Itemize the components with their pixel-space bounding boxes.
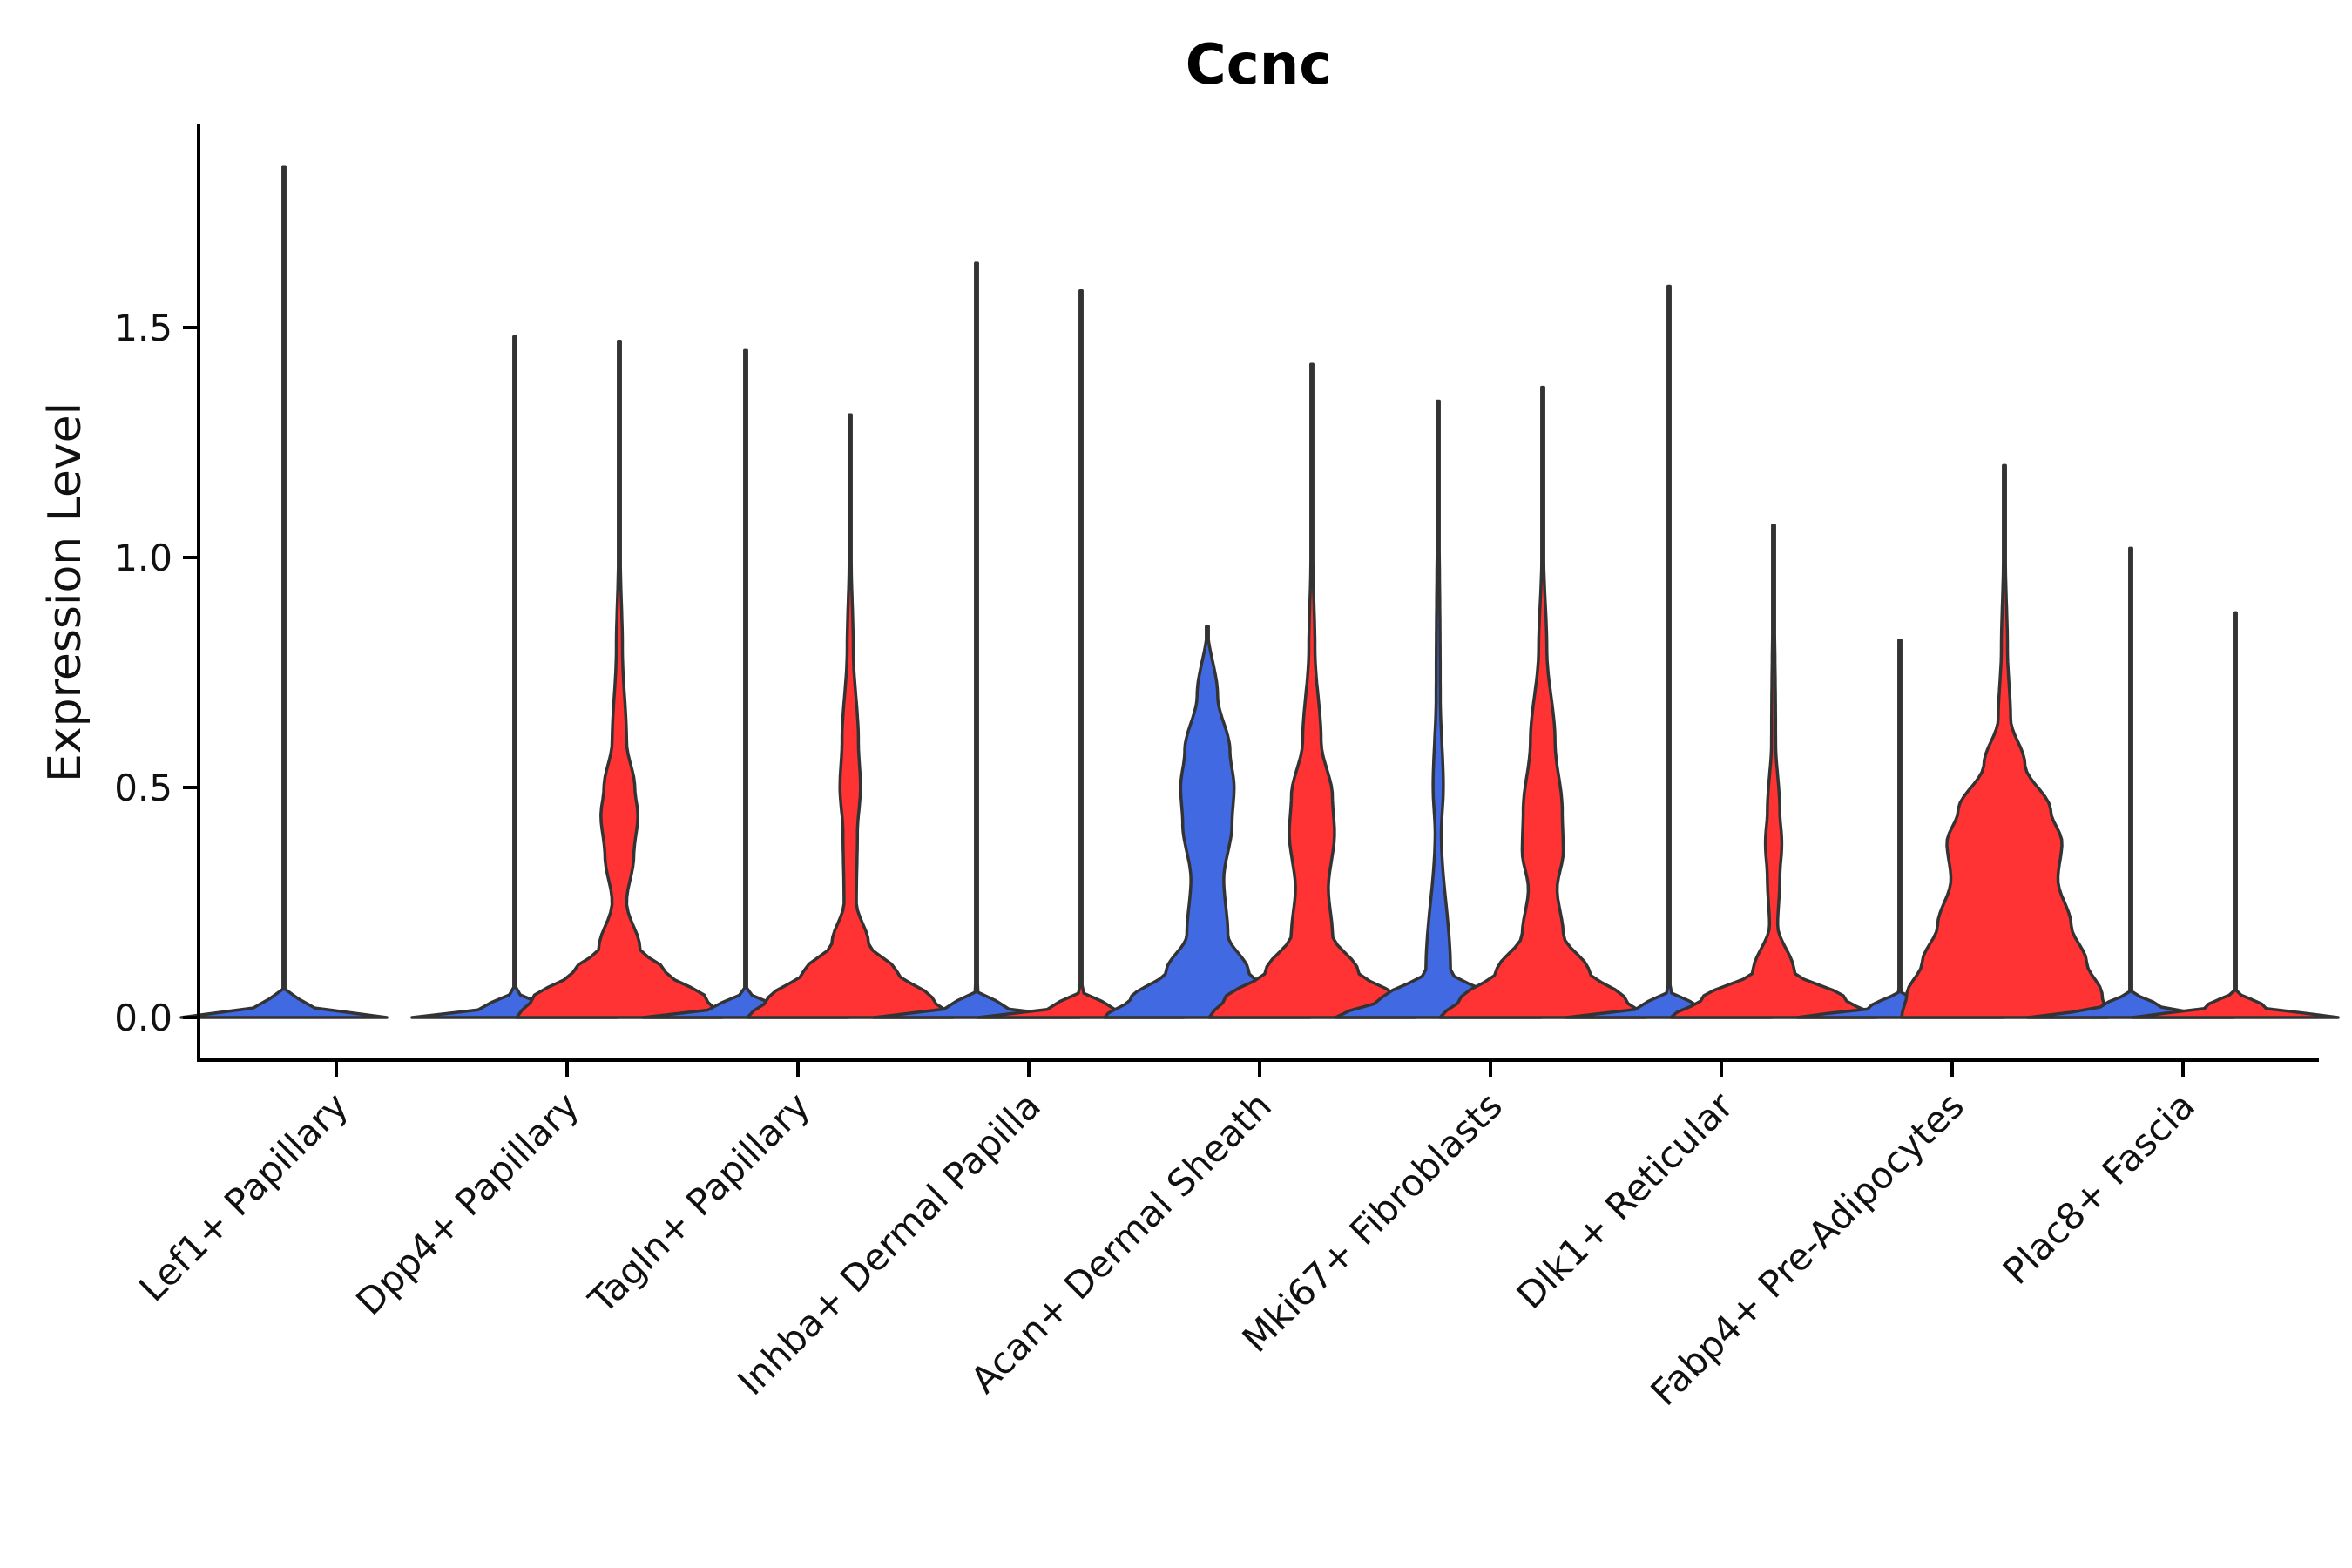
violin-group_1-3: [641, 348, 850, 1019]
violin-group_2-4: [977, 289, 1186, 1019]
x-tick-label: Dpp4+ Papillary: [348, 1084, 587, 1323]
violin-group_2-9: [2131, 611, 2340, 1019]
violin-group_1-9: [2026, 546, 2235, 1019]
y-tick-label: 1.0: [114, 537, 172, 579]
violin-group_1-5: [1103, 625, 1312, 1019]
y-axis-ticks: 0.0 0.5 1.0 1.5: [114, 307, 199, 1039]
violin-group_1-1: [179, 165, 389, 1019]
x-tick-label: Mki67+ Fibroblasts: [1234, 1084, 1511, 1360]
violin-group_2-7: [1669, 524, 1878, 1019]
x-tick-label: Dlk1+ Reticular: [1509, 1084, 1742, 1317]
x-tick-label: Tagln+ Papillary: [580, 1084, 818, 1321]
violin-group_1-7: [1565, 284, 1774, 1019]
violin-group_2-2: [515, 340, 724, 1019]
violin-group_2-3: [746, 413, 955, 1019]
x-tick-label: Plac8+ Fascia: [1995, 1084, 2203, 1292]
violin-group_2-5: [1207, 362, 1416, 1019]
violin-group_1-6: [1334, 399, 1543, 1019]
x-tick-label: Lef1+ Papillary: [131, 1084, 356, 1309]
chart-title: Ccnc: [1186, 33, 1332, 98]
violin-layer: [179, 165, 2340, 1019]
violin-group_1-4: [872, 261, 1081, 1019]
violin-group_1-2: [410, 335, 619, 1019]
y-tick-label: 1.5: [114, 307, 172, 349]
y-tick-label: 0.5: [114, 767, 172, 809]
y-tick-label: 0.0: [114, 997, 172, 1039]
y-axis-title: Expression Level: [39, 402, 91, 782]
violin-group_2-8: [1900, 463, 2109, 1019]
violin-group_1-8: [1795, 639, 2004, 1019]
violin-group_2-6: [1438, 385, 1647, 1019]
